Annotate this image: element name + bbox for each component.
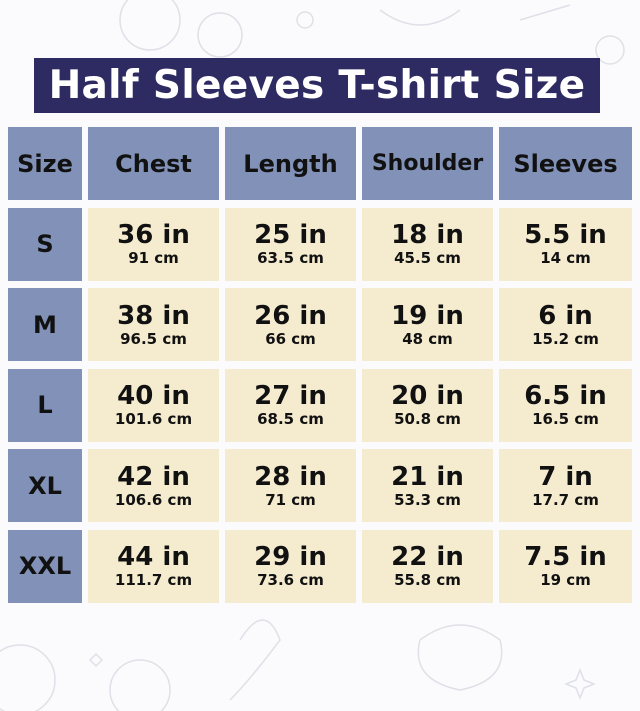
cell-length: 27 in 68.5 cm [225,368,356,442]
value-cm: 66 cm [265,329,316,348]
value-inches: 29 in [254,542,327,572]
size-label-xxl: XXL [8,529,82,603]
value-inches: 42 in [117,461,190,492]
header-chest: Chest [88,127,219,200]
value-cm: 19 cm [540,571,591,589]
value-inches: 5.5 in [524,220,607,250]
cell-chest: 36 in 91 cm [88,207,219,281]
value-inches: 19 in [391,300,464,331]
cell-length: 28 in 71 cm [225,449,356,522]
value-inches: 27 in [254,381,327,411]
value-cm: 55.8 cm [394,571,461,589]
cell-shoulder: 21 in 53.3 cm [362,449,493,522]
value-inches: 44 in [117,542,190,572]
header-length: Length [225,127,356,200]
value-cm: 17.7 cm [532,490,599,509]
value-inches: 6 in [538,300,593,331]
value-inches: 25 in [254,220,327,250]
value-cm: 91 cm [128,249,179,267]
size-chart-table: Size Chest Length Shoulder Sleeves S 36 i… [8,127,632,603]
value-inches: 38 in [117,300,190,331]
value-cm: 68.5 cm [257,410,324,428]
value-inches: 18 in [391,220,464,250]
size-label-xl: XL [8,449,82,522]
cell-shoulder: 20 in 50.8 cm [362,368,493,442]
cell-sleeves: 6.5 in 16.5 cm [499,368,632,442]
value-cm: 45.5 cm [394,249,461,267]
cell-chest: 38 in 96.5 cm [88,288,219,361]
cell-chest: 44 in 111.7 cm [88,529,219,603]
value-cm: 15.2 cm [532,329,599,348]
value-cm: 73.6 cm [257,571,324,589]
size-label-s: S [8,207,82,281]
value-inches: 36 in [117,220,190,250]
value-inches: 6.5 in [524,381,607,411]
value-cm: 14 cm [540,249,591,267]
value-inches: 21 in [391,461,464,492]
value-cm: 16.5 cm [532,410,599,428]
value-cm: 71 cm [265,490,316,509]
value-inches: 40 in [117,381,190,411]
cell-shoulder: 22 in 55.8 cm [362,529,493,603]
cell-shoulder: 19 in 48 cm [362,288,493,361]
header-sleeves: Sleeves [499,127,632,200]
value-inches: 7 in [538,461,593,492]
value-cm: 63.5 cm [257,249,324,267]
header-size: Size [8,127,82,200]
size-label-m: M [8,288,82,361]
value-inches: 26 in [254,300,327,331]
cell-length: 26 in 66 cm [225,288,356,361]
cell-shoulder: 18 in 45.5 cm [362,207,493,281]
cell-sleeves: 7.5 in 19 cm [499,529,632,603]
value-inches: 7.5 in [524,542,607,572]
page-title: Half Sleeves T-shirt Size [34,58,600,113]
value-cm: 106.6 cm [114,490,193,509]
size-label-l: L [8,368,82,442]
value-inches: 28 in [254,461,327,492]
cell-length: 25 in 63.5 cm [225,207,356,281]
cell-chest: 40 in 101.6 cm [88,368,219,442]
value-cm: 111.7 cm [114,571,193,589]
value-cm: 96.5 cm [120,329,187,348]
value-inches: 22 in [391,542,464,572]
value-inches: 20 in [391,381,464,411]
value-cm: 53.3 cm [394,490,461,509]
cell-sleeves: 6 in 15.2 cm [499,288,632,361]
cell-sleeves: 7 in 17.7 cm [499,449,632,522]
header-shoulder: Shoulder [362,127,493,200]
value-cm: 50.8 cm [394,410,461,428]
value-cm: 48 cm [402,329,453,348]
cell-sleeves: 5.5 in 14 cm [499,207,632,281]
cell-length: 29 in 73.6 cm [225,529,356,603]
cell-chest: 42 in 106.6 cm [88,449,219,522]
value-cm: 101.6 cm [114,410,193,428]
